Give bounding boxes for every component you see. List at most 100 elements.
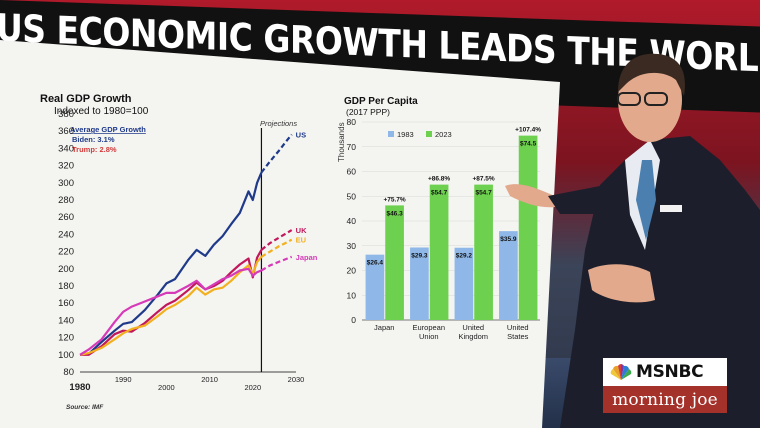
series-label-japan: Japan bbox=[296, 253, 318, 262]
bar-1983-1 bbox=[410, 247, 429, 320]
series-label-eu: EU bbox=[296, 236, 306, 245]
bar-1983-0 bbox=[365, 254, 385, 320]
bar-chart-bars: $26.4 $46.3 +75.7% Japan $29.3 $54.7 +86.8% Eur… bbox=[365, 127, 541, 341]
series-line-japan bbox=[79, 267, 262, 356]
presenter-hand bbox=[505, 184, 560, 208]
presenter-suit bbox=[560, 136, 760, 428]
show-name: morning joe bbox=[612, 389, 718, 410]
y-tick-label: 260 bbox=[58, 212, 74, 223]
bar-y-tick-label: 30 bbox=[347, 241, 357, 251]
bar-2023-0 bbox=[385, 205, 404, 320]
bar-y-tick-label: 10 bbox=[347, 290, 357, 300]
category-label: United bbox=[462, 323, 484, 332]
glasses-lens-right bbox=[644, 92, 668, 106]
presenter-hair bbox=[618, 53, 685, 96]
network-name: MSNBC bbox=[636, 362, 704, 382]
glasses-icon bbox=[617, 92, 641, 106]
series-projection-uk bbox=[260, 229, 293, 251]
bar-y-tick-label: 70 bbox=[347, 142, 357, 152]
category-label: States bbox=[507, 332, 529, 341]
y-tick-label: 320 bbox=[58, 161, 74, 172]
bar-2023-2 bbox=[474, 184, 493, 320]
bar-y-tick-label: 80 bbox=[347, 117, 357, 127]
category-label: Union bbox=[419, 332, 439, 341]
annotation-trump: Trump: 2.8% bbox=[72, 145, 117, 154]
presenter-tie bbox=[636, 160, 656, 240]
y-tick-label: 180 bbox=[58, 281, 74, 292]
category-label: European bbox=[412, 323, 445, 332]
bar-value-label: $54.7 bbox=[431, 190, 448, 197]
x-tick-label: 2020 bbox=[244, 383, 261, 392]
legend-label-2023: 2023 bbox=[435, 130, 452, 139]
x-tick-label: 2030 bbox=[288, 375, 305, 384]
logo-bottom-bar: morning joe bbox=[603, 386, 727, 413]
bar-value-label: $35.9 bbox=[500, 236, 517, 243]
y-tick-label: 80 bbox=[63, 367, 74, 378]
series-projection-japan bbox=[260, 255, 293, 272]
series-label-uk: UK bbox=[296, 226, 307, 235]
bar-2023-1 bbox=[429, 184, 449, 320]
line-chart-subtitle: Indexed to 1980=100 bbox=[54, 106, 149, 117]
bar-value-label: $29.3 bbox=[411, 252, 428, 259]
line-chart-title: Real GDP Growth bbox=[40, 93, 132, 105]
category-label: Kingdom bbox=[458, 332, 488, 341]
bar-y-tick-label: 60 bbox=[347, 167, 357, 177]
bar-1983-2 bbox=[454, 247, 474, 320]
x-tick-label: 2000 bbox=[158, 383, 175, 392]
growth-label: +75.7% bbox=[383, 196, 405, 203]
bar-value-label: $54.7 bbox=[475, 190, 492, 197]
y-tick-label: 280 bbox=[58, 195, 74, 206]
network-logo: MSNBC morning joe bbox=[603, 358, 727, 413]
y-tick-label: 240 bbox=[58, 229, 74, 240]
y-tick-label: 120 bbox=[58, 333, 74, 344]
gdp-per-capita-chart: GDP Per Capita (2017 PPP) Thousands 0 10 2… bbox=[337, 96, 541, 341]
y-tick-label: 140 bbox=[58, 315, 74, 326]
series-projection-us bbox=[260, 133, 293, 174]
presenter-left-hand bbox=[588, 264, 655, 303]
y-tick-label: 200 bbox=[58, 264, 74, 275]
series-line-eu bbox=[79, 256, 263, 356]
x-tick-label: 1990 bbox=[115, 375, 132, 384]
bar-y-tick-label: 40 bbox=[347, 216, 357, 226]
presenter-head bbox=[618, 58, 682, 142]
y-tick-label: 100 bbox=[58, 350, 74, 361]
bar-chart-title: GDP Per Capita bbox=[344, 96, 418, 107]
series-projection-eu bbox=[260, 238, 293, 258]
y-tick-label: 380 bbox=[58, 109, 74, 120]
y-tick-label: 160 bbox=[58, 298, 74, 309]
annotation-biden: Biden: 3.1% bbox=[72, 135, 115, 144]
bar-y-tick-label: 20 bbox=[347, 266, 357, 276]
peacock-icon bbox=[610, 364, 632, 380]
legend-swatch-1983 bbox=[388, 131, 394, 137]
legend-label-1983: 1983 bbox=[397, 130, 414, 139]
growth-label: +107.4% bbox=[515, 127, 541, 134]
gdp-growth-chart: Real GDP Growth Indexed to 1980=100 Aver… bbox=[40, 93, 318, 411]
annotation-title: Average GDP Growth bbox=[70, 125, 146, 134]
x-tick-label: 2010 bbox=[201, 375, 218, 384]
bar-value-label: $46.3 bbox=[386, 210, 403, 217]
y-tick-label: 340 bbox=[58, 143, 74, 154]
x-tick-label: 1980 bbox=[69, 382, 90, 393]
bar-chart-subtitle: (2017 PPP) bbox=[346, 107, 390, 117]
bar-y-tick-label: 0 bbox=[351, 315, 356, 325]
series-line-us bbox=[79, 172, 263, 356]
y-tick-label: 220 bbox=[58, 247, 74, 258]
bar-y-tick-label: 50 bbox=[347, 191, 357, 201]
presenter bbox=[505, 53, 760, 428]
y-tick-label: 360 bbox=[58, 126, 74, 137]
source-label: Source: IMF bbox=[66, 404, 104, 411]
category-label: United bbox=[507, 323, 529, 332]
growth-label: +87.5% bbox=[472, 176, 494, 183]
category-label: Japan bbox=[374, 323, 394, 332]
series-label-us: US bbox=[296, 131, 306, 140]
projections-label: Projections bbox=[260, 119, 297, 128]
logo-top-bar: MSNBC bbox=[603, 358, 727, 386]
presenter-arm bbox=[548, 186, 610, 214]
growth-label: +86.8% bbox=[428, 176, 450, 183]
bar-value-label: $74.5 bbox=[520, 141, 537, 148]
series-line-uk bbox=[80, 249, 263, 356]
bar-value-label: $26.4 bbox=[367, 260, 384, 267]
